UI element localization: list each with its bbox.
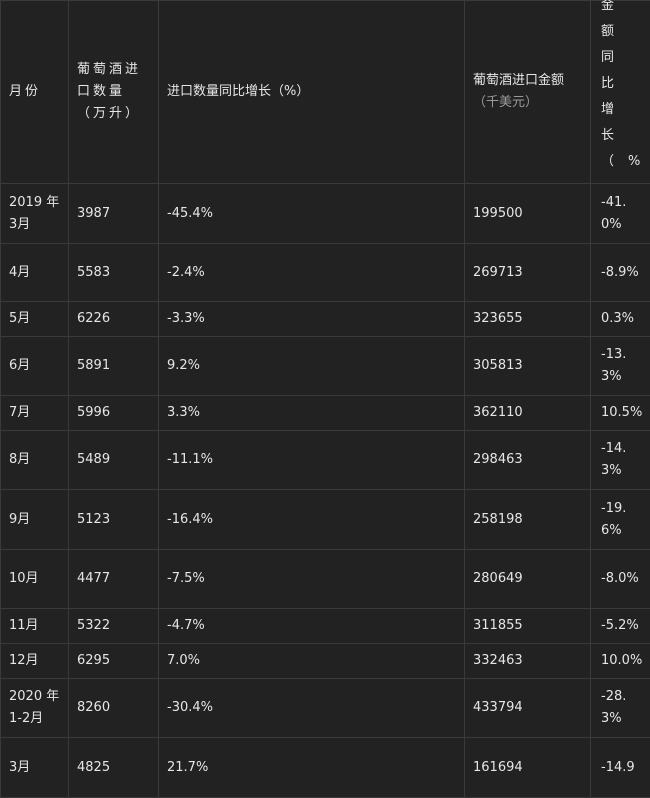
header-amount-label: 葡萄酒进口金额: [473, 70, 582, 92]
cell-month: 6月: [1, 337, 69, 396]
cell-month: 7月: [1, 396, 69, 431]
cell-month: 12月: [1, 644, 69, 679]
cell-qty: 5583: [69, 244, 159, 302]
cell-amount-yoy: -14.9: [591, 738, 650, 798]
cell-amount: 323655: [465, 302, 591, 337]
cell-qty-yoy: -11.1%: [159, 431, 465, 490]
cell-amount: 298463: [465, 431, 591, 490]
cell-amount-yoy: 0.3%: [591, 302, 650, 337]
cell-qty-yoy: -4.7%: [159, 609, 465, 644]
cell-amount: 311855: [465, 609, 591, 644]
header-row: 月份 葡萄酒进口数量（万升） 进口数量同比增长（%） 葡萄酒进口金额 （千美元）…: [1, 1, 650, 184]
cell-qty: 8260: [69, 679, 159, 738]
cell-amount-yoy: 10.5%: [591, 396, 650, 431]
cell-amount: 199500: [465, 184, 591, 244]
cell-qty-yoy: 7.0%: [159, 644, 465, 679]
cell-month: 3月: [1, 738, 69, 798]
cell-qty-yoy: -16.4%: [159, 490, 465, 550]
cell-amount-yoy: -28.3%: [591, 679, 650, 738]
cell-qty-yoy: -2.4%: [159, 244, 465, 302]
cell-month: 8月: [1, 431, 69, 490]
cell-amount-yoy: 10.0%: [591, 644, 650, 679]
cell-month: 2020 年1-2月: [1, 679, 69, 738]
cell-amount: 258198: [465, 490, 591, 550]
cell-amount: 280649: [465, 550, 591, 609]
header-month: 月份: [1, 1, 69, 184]
cell-qty: 6226: [69, 302, 159, 337]
cell-amount: 269713: [465, 244, 591, 302]
cell-qty-yoy: 21.7%: [159, 738, 465, 798]
cell-month: 2019 年3月: [1, 184, 69, 244]
cell-qty: 5322: [69, 609, 159, 644]
cell-qty: 6295: [69, 644, 159, 679]
cell-amount: 332463: [465, 644, 591, 679]
header-amount: 葡萄酒进口金额 （千美元）: [465, 1, 591, 184]
header-amount-unit: （千美元）: [473, 92, 582, 114]
cell-qty-yoy: -7.5%: [159, 550, 465, 609]
cell-month: 5月: [1, 302, 69, 337]
cell-amount-yoy: -8.9%: [591, 244, 650, 302]
cell-qty-yoy: -45.4%: [159, 184, 465, 244]
cell-qty: 3987: [69, 184, 159, 244]
header-qty: 葡萄酒进口数量（万升）: [69, 1, 159, 184]
cell-qty-yoy: -3.3%: [159, 302, 465, 337]
cell-qty: 5891: [69, 337, 159, 396]
cell-amount-yoy: -13.3%: [591, 337, 650, 396]
cell-amount: 362110: [465, 396, 591, 431]
cell-qty-yoy: -30.4%: [159, 679, 465, 738]
cell-amount: 161694: [465, 738, 591, 798]
cell-qty: 4477: [69, 550, 159, 609]
cell-qty: 5996: [69, 396, 159, 431]
header-amount-yoy: 金额同比增长（%）: [591, 1, 650, 184]
cell-qty: 5489: [69, 431, 159, 490]
cell-qty: 4825: [69, 738, 159, 798]
header-amount-yoy-label: 金额同比增长（%）: [601, 0, 644, 175]
cell-amount-yoy: -14.3%: [591, 431, 650, 490]
cell-amount-yoy: -41.0%: [591, 184, 650, 244]
cell-amount: 305813: [465, 337, 591, 396]
cell-amount-yoy: -19.6%: [591, 490, 650, 550]
cell-qty-yoy: 9.2%: [159, 337, 465, 396]
cell-month: 9月: [1, 490, 69, 550]
cell-qty: 5123: [69, 490, 159, 550]
cell-month: 10月: [1, 550, 69, 609]
cell-amount-yoy: -5.2%: [591, 609, 650, 644]
cell-qty-yoy: 3.3%: [159, 396, 465, 431]
cell-month: 11月: [1, 609, 69, 644]
header-qty-yoy: 进口数量同比增长（%）: [159, 1, 465, 184]
cell-month: 4月: [1, 244, 69, 302]
cell-amount-yoy: -8.0%: [591, 550, 650, 609]
cell-amount: 433794: [465, 679, 591, 738]
